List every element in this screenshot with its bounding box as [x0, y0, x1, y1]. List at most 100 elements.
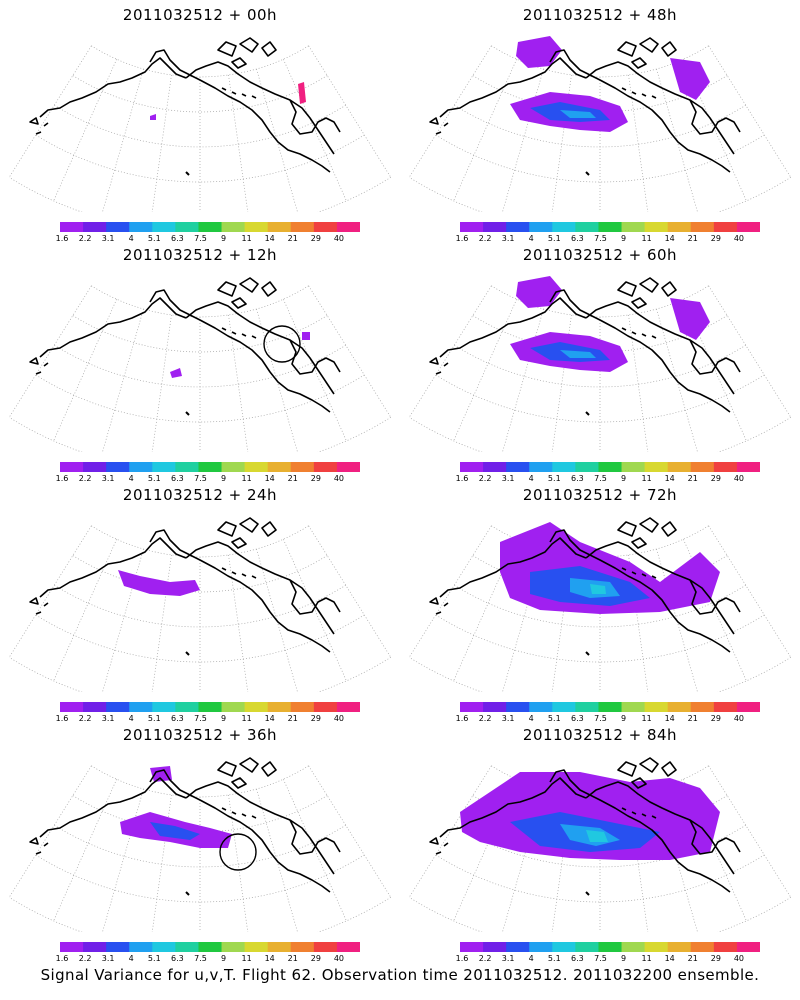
colorbar-swatch — [83, 702, 107, 712]
colorbar-tick-label: 3.1 — [101, 474, 115, 483]
map — [408, 36, 792, 212]
colorbar-swatch — [621, 462, 646, 472]
lat-lon-grid — [8, 525, 392, 692]
colorbar — [460, 222, 760, 232]
variance-field — [510, 276, 710, 372]
colorbar-tick-label: 6.3 — [571, 954, 584, 963]
colorbar-tick-label: 40 — [733, 714, 745, 723]
colorbar-swatch — [336, 702, 360, 712]
colorbar-swatch — [336, 942, 360, 952]
colorbar-tick-label: 4 — [128, 714, 134, 723]
colorbar-tick-label: 6.3 — [571, 714, 584, 723]
colorbar-tick-label: 1.6 — [455, 714, 469, 723]
colorbar-tick-label: 2.2 — [78, 474, 92, 483]
map — [408, 757, 792, 932]
colorbar-tick-label: 14 — [264, 474, 275, 483]
colorbar-tick-label: 11 — [241, 234, 252, 243]
colorbar-swatch — [690, 222, 715, 232]
colorbar-tick-label: 1.6 — [55, 474, 69, 483]
colorbar-swatch — [267, 942, 292, 952]
colorbar-tick-label: 11 — [241, 714, 252, 723]
colorbar-tick-label: 2.2 — [78, 954, 92, 963]
coastline — [429, 277, 741, 416]
map — [408, 517, 792, 692]
colorbar-swatch — [460, 942, 484, 952]
colorbar-tick-label: 40 — [333, 234, 345, 243]
colorbar-swatch — [198, 462, 223, 472]
colorbar-tick-label: 1.6 — [55, 714, 69, 723]
colorbar-swatch — [129, 702, 153, 712]
colorbar-swatch — [506, 942, 530, 952]
colorbar-tick-label: 5.1 — [547, 234, 561, 243]
colorbar-swatch — [60, 942, 84, 952]
forecast-panel: 2011032512 + 72h 1.6 2.2 3.1 4 5.1 6.3 7.5 9 11 14… — [400, 480, 800, 725]
colorbar-swatch — [644, 942, 669, 952]
variance-field — [150, 82, 306, 120]
colorbar-tick-label: 11 — [241, 474, 252, 483]
colorbar-tick-label: 5.1 — [147, 234, 161, 243]
colorbar-tick-label: 6.3 — [171, 954, 184, 963]
colorbar-swatch — [152, 222, 176, 232]
colorbar-tick-label: 21 — [687, 234, 698, 243]
colorbar-swatch — [221, 702, 246, 712]
colorbar-swatch — [175, 942, 199, 952]
colorbar-tick-label: 9 — [220, 954, 227, 963]
colorbar-swatch — [529, 942, 553, 952]
map — [8, 757, 392, 932]
colorbar-swatch — [244, 942, 269, 952]
colorbar-tick-label: 7.5 — [194, 234, 207, 243]
colorbar-labels: 1.6 2.2 3.1 4 5.1 6.3 7.5 9 11 14 21 29 40 — [456, 954, 760, 964]
colorbar-tick-label: 5.1 — [147, 474, 161, 483]
colorbar-swatch — [552, 462, 576, 472]
lat-lon-grid — [8, 765, 392, 932]
colorbar-swatch — [644, 222, 669, 232]
colorbar-tick-label: 14 — [664, 234, 675, 243]
colorbar-tick-label: 3.1 — [101, 714, 115, 723]
colorbar-tick-label: 29 — [310, 954, 321, 963]
colorbar-tick-label: 5.1 — [147, 954, 161, 963]
colorbar-swatch — [644, 702, 669, 712]
variance-field — [118, 570, 200, 596]
colorbar-tick-label: 5.1 — [547, 954, 561, 963]
colorbar-tick-label: 29 — [710, 954, 721, 963]
colorbar-tick-label: 2.2 — [78, 714, 92, 723]
variance-field — [170, 332, 310, 378]
colorbar-swatch — [244, 702, 269, 712]
colorbar-tick-label: 3.1 — [501, 954, 515, 963]
colorbar-swatch — [483, 462, 507, 472]
colorbar-tick-label: 5.1 — [547, 714, 561, 723]
colorbar-labels: 1.6 2.2 3.1 4 5.1 6.3 7.5 9 11 14 21 29 40 — [456, 714, 760, 724]
variance-field — [500, 522, 720, 614]
colorbar-swatch — [106, 462, 130, 472]
coastline — [429, 517, 741, 656]
colorbar-swatch — [198, 702, 223, 712]
colorbar-swatch — [221, 942, 246, 952]
colorbar-swatch — [175, 702, 199, 712]
map — [8, 277, 392, 452]
forecast-panel: 2011032512 + 48h 1.6 2.2 3.1 4 5.1 6.3 7.5 9 11 14… — [400, 0, 800, 245]
colorbar-swatch — [129, 942, 153, 952]
forecast-panel: 2011032512 + 36h 1.6 2.2 3.1 4 5.1 6.3 7.5 9 11 14… — [0, 720, 400, 965]
colorbar-swatch — [313, 462, 338, 472]
colorbar-swatch — [736, 702, 760, 712]
forecast-panel: 2011032512 + 60h 1.6 2.2 3.1 4 5.1 6.3 7.5 9 11 14… — [400, 240, 800, 485]
observation-circle — [263, 325, 301, 363]
colorbar-tick-label: 21 — [687, 714, 698, 723]
colorbar-tick-label: 7.5 — [594, 234, 607, 243]
colorbar-tick-label: 40 — [733, 474, 745, 483]
colorbar-tick-label: 29 — [310, 234, 321, 243]
forecast-panel: 2011032512 + 00h 1.6 2.2 3.1 4 5.1 6.3 7.5 9 11 14… — [0, 0, 400, 245]
colorbar-swatch — [690, 462, 715, 472]
colorbar-swatch — [267, 702, 292, 712]
colorbar — [60, 702, 360, 712]
colorbar-tick-label: 14 — [664, 474, 675, 483]
colorbar-swatch — [736, 942, 760, 952]
colorbar-tick-label: 40 — [333, 954, 345, 963]
colorbar-tick-label: 3.1 — [101, 954, 115, 963]
colorbar-tick-label: 4 — [128, 954, 134, 963]
map — [408, 276, 792, 452]
colorbar-swatch — [736, 222, 760, 232]
colorbar-swatch — [506, 702, 530, 712]
colorbar-tick-label: 21 — [287, 714, 298, 723]
colorbar-labels: 1.6 2.2 3.1 4 5.1 6.3 7.5 9 11 14 21 29 40 — [56, 954, 360, 964]
